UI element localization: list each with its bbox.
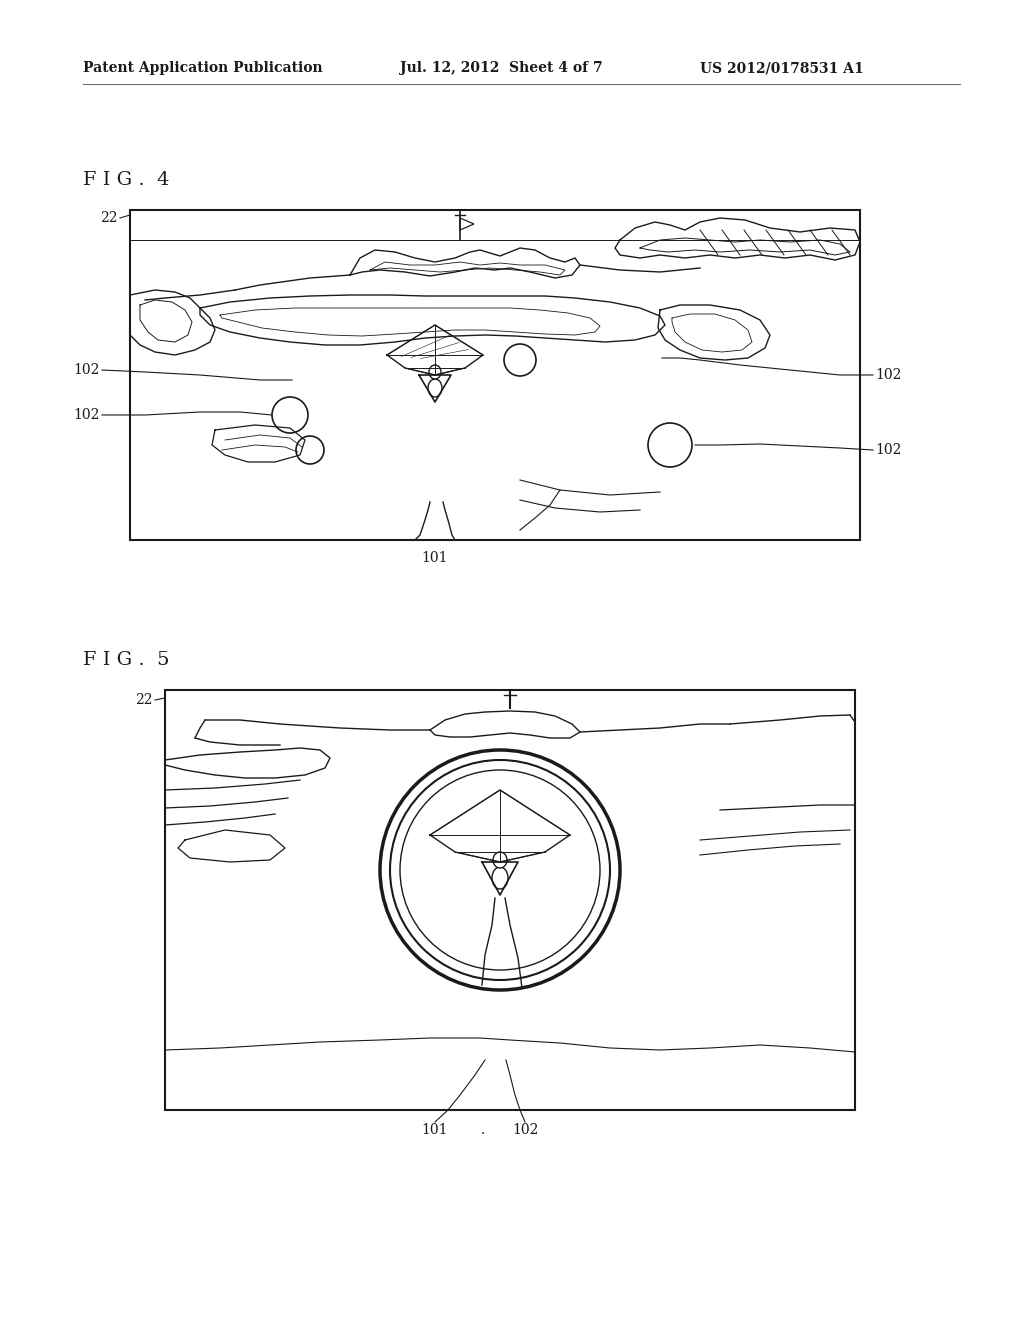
Text: 102: 102 <box>74 408 100 422</box>
Text: Jul. 12, 2012  Sheet 4 of 7: Jul. 12, 2012 Sheet 4 of 7 <box>400 61 603 75</box>
Text: 102: 102 <box>874 444 901 457</box>
Text: Patent Application Publication: Patent Application Publication <box>83 61 323 75</box>
Bar <box>165 690 855 1110</box>
Ellipse shape <box>428 379 442 397</box>
Ellipse shape <box>492 867 508 888</box>
Text: 101: 101 <box>422 550 449 565</box>
Text: F I G .  4: F I G . 4 <box>83 172 170 189</box>
Text: 102: 102 <box>874 368 901 381</box>
Ellipse shape <box>493 851 507 869</box>
Text: 22: 22 <box>135 693 153 708</box>
Text: 101: 101 <box>422 1123 449 1137</box>
Ellipse shape <box>429 366 441 379</box>
Bar <box>130 210 860 540</box>
Text: .: . <box>481 1123 485 1137</box>
Text: 102: 102 <box>74 363 100 378</box>
Text: US 2012/0178531 A1: US 2012/0178531 A1 <box>700 61 864 75</box>
Text: 102: 102 <box>512 1123 539 1137</box>
Text: 22: 22 <box>100 211 118 224</box>
Text: F I G .  5: F I G . 5 <box>83 651 170 669</box>
